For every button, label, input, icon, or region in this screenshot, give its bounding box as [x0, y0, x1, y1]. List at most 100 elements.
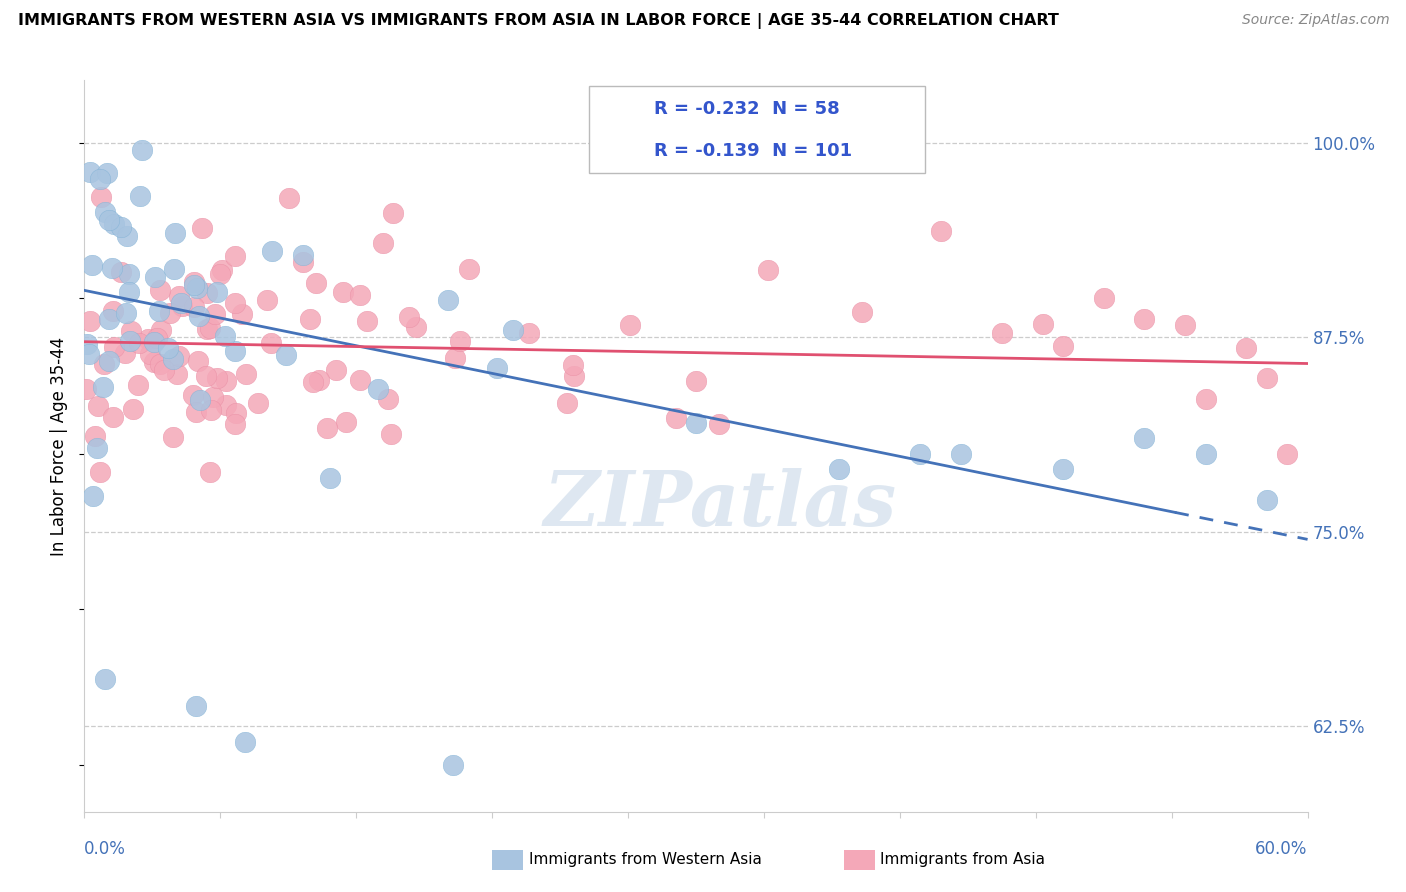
- Point: [120, 324, 142, 338]
- Point: [291, 247, 314, 261]
- Point: [150, 323, 173, 337]
- Point: [224, 417, 246, 431]
- Point: [665, 411, 688, 425]
- Point: [1256, 493, 1278, 508]
- Point: [80, 258, 103, 272]
- Point: [224, 296, 246, 310]
- Point: [91, 380, 114, 394]
- Point: [149, 357, 172, 371]
- Point: [929, 224, 952, 238]
- Point: [187, 310, 209, 324]
- Point: [437, 293, 460, 308]
- Point: [235, 367, 257, 381]
- Point: [298, 312, 321, 326]
- Point: [316, 421, 339, 435]
- Point: [485, 360, 508, 375]
- Text: Immigrants from Asia: Immigrants from Asia: [880, 853, 1045, 867]
- Point: [562, 368, 585, 383]
- Point: [188, 392, 211, 407]
- Point: [131, 144, 153, 158]
- Point: [94, 673, 117, 687]
- Point: [1052, 339, 1074, 353]
- Point: [756, 262, 779, 277]
- Point: [398, 310, 420, 325]
- Point: [139, 347, 162, 361]
- Point: [115, 306, 138, 320]
- Point: [103, 217, 125, 231]
- Point: [136, 333, 159, 347]
- Point: [851, 305, 873, 319]
- Text: R = -0.232  N = 58: R = -0.232 N = 58: [654, 100, 839, 118]
- Point: [349, 288, 371, 302]
- Point: [94, 205, 117, 219]
- Point: [194, 368, 217, 383]
- Point: [118, 334, 141, 348]
- Text: ZIPatlas: ZIPatlas: [544, 467, 897, 541]
- Point: [172, 299, 194, 313]
- Point: [128, 335, 150, 350]
- Point: [200, 465, 222, 479]
- Point: [98, 213, 121, 227]
- Point: [159, 306, 181, 320]
- Point: [260, 336, 283, 351]
- Point: [991, 326, 1014, 340]
- Y-axis label: In Labor Force | Age 35-44: In Labor Force | Age 35-44: [51, 336, 69, 556]
- Point: [332, 285, 354, 300]
- Point: [502, 323, 524, 337]
- Text: 60.0%: 60.0%: [1256, 839, 1308, 858]
- Point: [1256, 371, 1278, 385]
- Point: [82, 489, 104, 503]
- Point: [335, 415, 357, 429]
- Point: [231, 307, 253, 321]
- Point: [910, 447, 932, 461]
- Point: [129, 189, 152, 203]
- Point: [162, 430, 184, 444]
- Point: [224, 249, 246, 263]
- Text: Immigrants from Western Asia: Immigrants from Western Asia: [529, 853, 762, 867]
- Text: 0.0%: 0.0%: [84, 839, 127, 858]
- Point: [380, 427, 402, 442]
- Point: [1277, 447, 1299, 461]
- Point: [235, 734, 257, 748]
- Point: [519, 326, 541, 340]
- Point: [1236, 342, 1258, 356]
- Point: [224, 343, 246, 358]
- Point: [163, 261, 186, 276]
- Point: [308, 373, 330, 387]
- Point: [1133, 431, 1156, 445]
- Point: [356, 313, 378, 327]
- Point: [79, 314, 101, 328]
- Point: [100, 260, 122, 275]
- Point: [118, 267, 141, 281]
- Point: [458, 261, 481, 276]
- Point: [93, 357, 115, 371]
- Point: [214, 329, 236, 343]
- Point: [1032, 317, 1054, 331]
- Point: [1195, 392, 1218, 406]
- Point: [319, 470, 342, 484]
- Point: [76, 336, 98, 351]
- Point: [169, 289, 191, 303]
- Point: [79, 165, 101, 179]
- Point: [156, 341, 179, 355]
- Point: [198, 320, 221, 334]
- Point: [110, 219, 132, 234]
- Point: [377, 392, 399, 406]
- Point: [149, 283, 172, 297]
- Point: [195, 286, 218, 301]
- Point: [162, 351, 184, 366]
- Point: [1133, 312, 1156, 326]
- Point: [278, 190, 301, 204]
- Point: [146, 330, 169, 344]
- Point: [166, 368, 188, 382]
- Point: [325, 363, 347, 377]
- Text: Source: ZipAtlas.com: Source: ZipAtlas.com: [1241, 13, 1389, 28]
- Point: [118, 285, 141, 300]
- Point: [371, 236, 394, 251]
- Point: [96, 166, 118, 180]
- Point: [214, 374, 236, 388]
- Point: [183, 300, 205, 314]
- Point: [110, 265, 132, 279]
- Point: [89, 171, 111, 186]
- Point: [562, 358, 585, 372]
